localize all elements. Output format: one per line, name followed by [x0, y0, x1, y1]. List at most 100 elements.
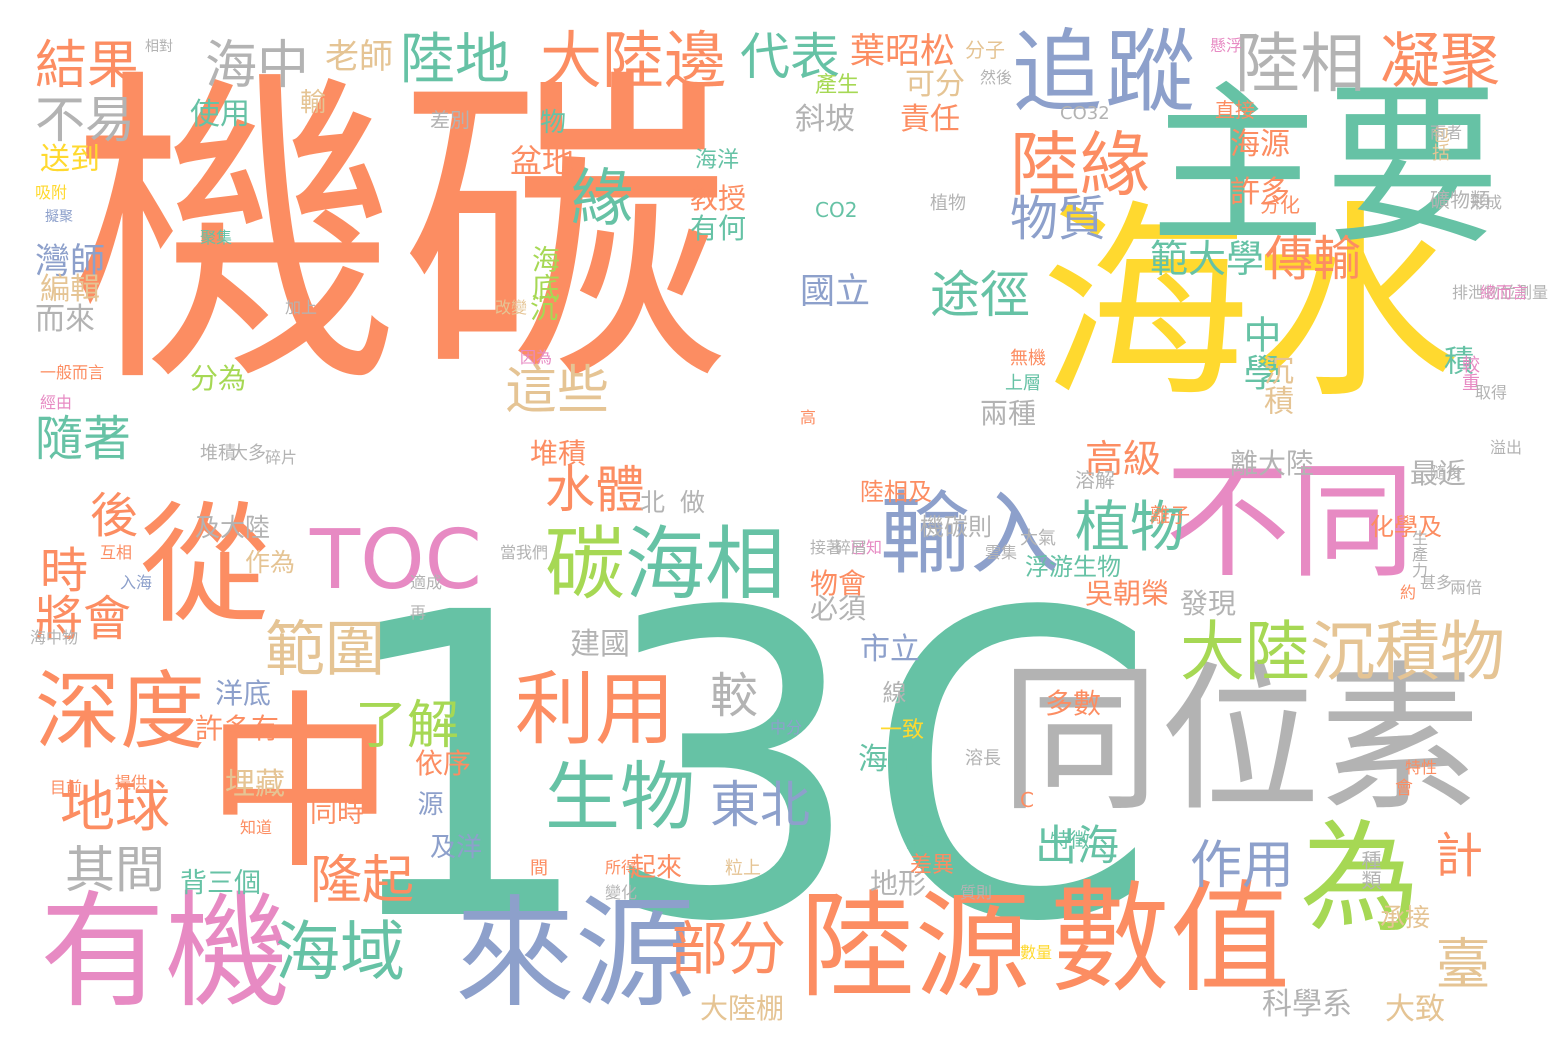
cloud-word: 溢出: [1490, 438, 1523, 457]
cloud-word: 傳輸: [1265, 231, 1362, 287]
cloud-word: 溶解: [1075, 468, 1115, 492]
cloud-word: 兩倍: [1450, 578, 1483, 597]
cloud-word: 計: [1426, 830, 1482, 878]
cloud-word: 粒上: [725, 858, 761, 879]
cloud-word: 數值: [1050, 870, 1290, 1009]
cloud-word: 特性: [1405, 758, 1438, 777]
cloud-word: 同時: [310, 798, 364, 829]
cloud-word: 數量: [1020, 943, 1053, 962]
cloud-word: 線: [878, 680, 906, 704]
cloud-word: 排泄物並測量: [1451, 283, 1548, 302]
cloud-word: 使用: [190, 97, 250, 132]
cloud-word: 陸相及: [860, 478, 932, 506]
cloud-word: 提供: [115, 773, 148, 792]
cloud-word: 直接: [1215, 98, 1255, 122]
cloud-word: 灣師: [35, 242, 106, 282]
cloud-word: 陸相: [1235, 27, 1366, 102]
cloud-word: 相對: [145, 39, 173, 55]
cloud-word: 追: [1012, 20, 1102, 125]
cloud-word: 部分: [670, 915, 787, 983]
cloud-word: 緣: [560, 165, 633, 227]
cloud-word: CO2: [815, 198, 858, 222]
cloud-word: 起來: [630, 853, 683, 883]
cloud-word: 陸地: [400, 27, 511, 91]
cloud-word: 上層: [1005, 373, 1041, 394]
cloud-word: 凝聚: [1380, 27, 1500, 97]
cloud-word: 途徑: [930, 266, 1030, 324]
cloud-word: 許多有: [195, 712, 280, 745]
cloud-word: 埋藏: [225, 767, 285, 802]
cloud-word: 海洋: [695, 148, 740, 173]
cloud-word: 臺: [1426, 935, 1490, 990]
cloud-word: 大陸: [1180, 615, 1311, 690]
cloud-word: 時: [31, 545, 87, 593]
cloud-word: 主要: [1150, 66, 1500, 269]
cloud-word: 範大學: [1150, 237, 1265, 281]
cloud-word: 當我們: [500, 543, 549, 562]
cloud-word: 一致: [880, 718, 925, 743]
cloud-word: 責任: [900, 102, 960, 137]
cloud-word: 碎屑: [835, 538, 868, 557]
cloud-word: 海源: [1230, 127, 1290, 162]
cloud-word: 隨後: [1430, 463, 1463, 482]
cloud-word: 老師: [325, 37, 393, 77]
cloud-word: 海相: [625, 518, 785, 611]
cloud-word: 必須: [810, 592, 867, 625]
cloud-word: 依序: [415, 747, 472, 780]
cloud-word: 送到: [40, 142, 100, 177]
cloud-word: 輸: [300, 88, 327, 118]
cloud-word: 雨者: [1430, 123, 1463, 142]
cloud-word: 深度: [35, 663, 206, 762]
cloud-word: 入海: [120, 573, 153, 592]
cloud-word: 中: [205, 674, 396, 895]
cloud-word: 背三個: [180, 868, 261, 899]
cloud-word: 許多: [1230, 175, 1290, 210]
cloud-word: 這些: [505, 361, 610, 421]
cloud-word: 大陸棚: [700, 992, 785, 1025]
cloud-word: 物質: [1010, 191, 1107, 247]
cloud-word: 而來: [35, 302, 95, 337]
cloud-word: 差別: [430, 108, 470, 132]
cloud-word: 差異: [910, 853, 955, 878]
cloud-word: 大氣: [1020, 528, 1056, 549]
cloud-word: 物會: [810, 567, 867, 600]
cloud-word: 種類: [1358, 850, 1382, 890]
cloud-word: 特徵: [1050, 828, 1090, 852]
cloud-word: 東北: [710, 776, 810, 834]
cloud-word: 地球: [60, 775, 171, 839]
cloud-word: CO32: [1060, 103, 1110, 124]
cloud-word: 洋底: [215, 677, 272, 710]
cloud-word: 高: [800, 408, 817, 427]
cloud-word: 碎片: [265, 448, 298, 467]
cloud-word: 出海: [1035, 821, 1120, 870]
cloud-word: 多數: [1045, 687, 1102, 720]
cloud-word: 碳: [545, 518, 625, 611]
cloud-word: 化學及: [1370, 513, 1442, 541]
cloud-word: 再: [410, 603, 427, 622]
cloud-word: 間: [530, 858, 548, 879]
cloud-word: 加上: [285, 298, 318, 317]
cloud-word: 隨著: [35, 411, 132, 467]
cloud-word: 植物: [1075, 495, 1186, 559]
cloud-word: 代表: [740, 28, 840, 86]
cloud-word: 海水: [1040, 182, 1461, 427]
cloud-word: 陸源: [800, 880, 1031, 1014]
cloud-word: 機碳則: [920, 513, 992, 541]
cloud-word: 離子: [1150, 503, 1190, 527]
cloud-word: 質則: [960, 883, 993, 902]
cloud-word: 其間: [65, 841, 165, 899]
cloud-word: 建國: [570, 627, 630, 662]
cloud-word: 大致: [1385, 992, 1445, 1027]
cloud-word: 堆積: [530, 437, 587, 470]
cloud-word: 一般而言: [40, 363, 105, 382]
cloud-word: 所得: [605, 858, 638, 877]
cloud-word: 來源: [455, 885, 695, 1024]
cloud-word: 大多: [230, 443, 266, 464]
cloud-word: 中學: [1237, 315, 1281, 391]
cloud-word: 甚多: [1420, 573, 1453, 592]
cloud-word: 較重: [1459, 355, 1480, 391]
cloud-word: 沉積物: [1310, 615, 1506, 690]
cloud-word: TOC: [310, 513, 482, 608]
cloud-word: 做: [680, 488, 706, 517]
cloud-word: 結果: [35, 36, 140, 96]
